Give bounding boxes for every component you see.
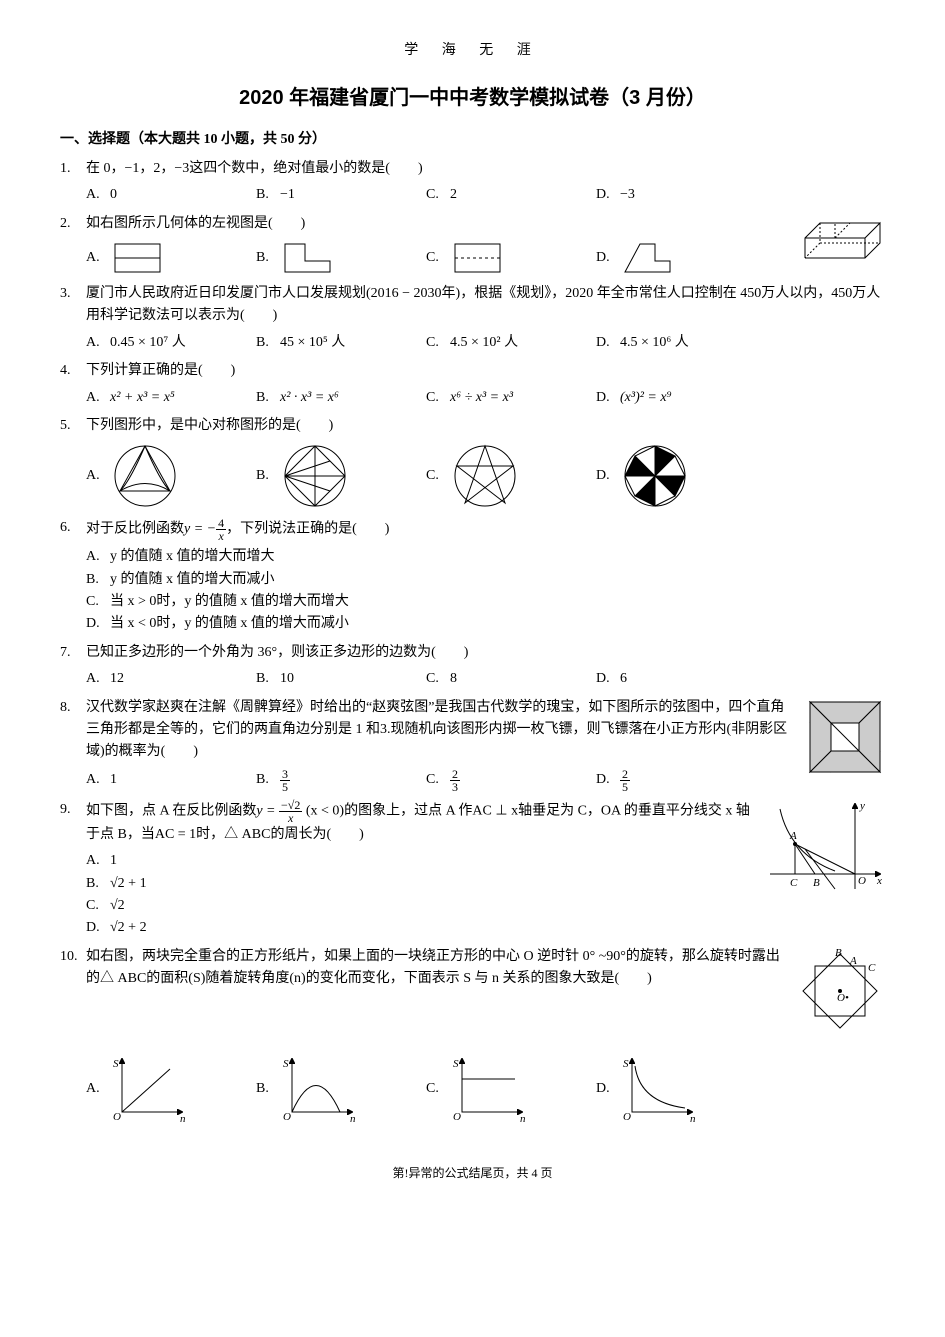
svg-text:n: n xyxy=(350,1113,356,1124)
q10-opt-d: D. SnO xyxy=(596,1054,736,1124)
svg-text:A: A xyxy=(789,830,797,842)
q10-figure-icon: O• A B C xyxy=(795,946,885,1044)
q2-opt-c: C. xyxy=(426,239,566,277)
svg-text:C: C xyxy=(868,962,876,974)
svg-text:O: O xyxy=(113,1111,121,1123)
q5-opt-d: D. xyxy=(596,441,736,511)
svg-text:C: C xyxy=(790,877,798,889)
page-title: 2020 年福建省厦门一中中考数学模拟试卷（3 月份） xyxy=(60,82,885,114)
q5-text: 下列图形中，是中心对称图形的是( ) xyxy=(86,415,885,437)
q7-opt-d: D.6 xyxy=(596,668,736,690)
q4-num: 4. xyxy=(60,360,86,382)
q1-opt-a: A.0 xyxy=(86,184,226,206)
q6-opt-c: C.当 x > 0时，y 的值随 x 值的增大而增大 xyxy=(86,591,885,613)
q1-opt-d: D.−3 xyxy=(596,184,736,206)
question-2: 2. 如右图所示几何体的左视图是( ) A. B. C. D. xyxy=(60,213,885,277)
q8-figure-icon xyxy=(805,697,885,785)
q5-opt-c: C. xyxy=(426,441,566,511)
svg-text:S: S xyxy=(453,1058,459,1070)
q6-num: 6. xyxy=(60,517,86,539)
q4-text: 下列计算正确的是( ) xyxy=(86,360,885,382)
svg-text:y: y xyxy=(859,800,865,812)
question-1: 1. 在 0，−1，2，−3这四个数中，绝对值最小的数是( ) A.0 B.−1… xyxy=(60,158,885,207)
q7-opt-a: A.12 xyxy=(86,668,226,690)
q5-num: 5. xyxy=(60,415,86,437)
q9-num: 9. xyxy=(60,799,86,821)
q8-opt-b: B.35 xyxy=(256,768,396,793)
q3-text: 厦门市人民政府近日印发厦门市人口发展规划(2016 − 2030年)，根据《规划… xyxy=(86,283,885,328)
q8-text: 汉代数学家赵爽在注解《周髀算经》时给出的“赵爽弦图”是我国古代数学的瑰宝，如下图… xyxy=(86,697,885,764)
q9-figure-icon: x y A C B O xyxy=(765,799,885,902)
q7-text: 已知正多边形的一个外角为 36°，则该正多边形的边数为( ) xyxy=(86,642,885,664)
question-10: 10. O• A B C 如右图，两块完全重合的正方形纸片，如果上面的一块绕正方… xyxy=(60,946,885,1124)
q4-opt-b: B.x² · x³ = x⁶ xyxy=(256,387,396,409)
question-3: 3. 厦门市人民政府近日印发厦门市人口发展规划(2016 − 2030年)，根据… xyxy=(60,283,885,354)
q3-opt-a: A.0.45 × 10⁷ 人 xyxy=(86,332,226,354)
svg-text:n: n xyxy=(520,1113,526,1124)
q8-opt-c: C.23 xyxy=(426,768,566,793)
q4-opt-a: A.x² + x³ = x⁵ xyxy=(86,387,226,409)
q7-num: 7. xyxy=(60,642,86,664)
svg-text:n: n xyxy=(690,1113,696,1124)
svg-text:O•: O• xyxy=(837,992,849,1004)
question-5: 5. 下列图形中，是中心对称图形的是( ) A. B. C. D. xyxy=(60,415,885,511)
svg-text:n: n xyxy=(180,1113,186,1124)
svg-text:B: B xyxy=(813,877,820,889)
q1-opt-b: B.−1 xyxy=(256,184,396,206)
q5-opt-b: B. xyxy=(256,441,396,511)
q10-opt-c: C. SnO xyxy=(426,1054,566,1124)
q6-opt-b: B.y 的值随 x 值的增大而减小 xyxy=(86,569,885,591)
q8-opt-a: A.1 xyxy=(86,768,226,793)
question-9: 9. x y A C B O 如下图，点 A 在反比例函数y = −√2x (x… xyxy=(60,799,885,940)
q7-opt-b: B.10 xyxy=(256,668,396,690)
question-6: 6. 对于反比例函数y = −4x，下列说法正确的是( ) A.y 的值随 x … xyxy=(60,517,885,636)
q4-opt-d: D.(x³)² = x⁹ xyxy=(596,387,736,409)
q6-opt-a: A.y 的值随 x 值的增大而增大 xyxy=(86,546,885,568)
svg-text:O: O xyxy=(858,875,866,887)
q6-text: 对于反比例函数y = −4x，下列说法正确的是( ) xyxy=(86,517,885,542)
svg-text:O: O xyxy=(283,1111,291,1123)
question-4: 4. 下列计算正确的是( ) A.x² + x³ = x⁵ B.x² · x³ … xyxy=(60,360,885,409)
q1-opt-c: C.2 xyxy=(426,184,566,206)
svg-text:O: O xyxy=(453,1111,461,1123)
q4-opt-c: C.x⁶ ÷ x³ = x³ xyxy=(426,387,566,409)
q1-num: 1. xyxy=(60,158,86,180)
q9-opt-b: B.√2 + 1 xyxy=(86,873,755,895)
q9-opt-d: D.√2 + 2 xyxy=(86,917,755,939)
q1-text: 在 0，−1，2，−3这四个数中，绝对值最小的数是( ) xyxy=(86,158,885,180)
q7-opt-c: C.8 xyxy=(426,668,566,690)
q10-opt-a: A. SnO xyxy=(86,1054,226,1124)
header-motto: 学 海 无 涯 xyxy=(60,40,885,62)
q2-opt-b: B. xyxy=(256,239,396,277)
q2-opt-d: D. xyxy=(596,239,736,277)
page-footer: 第!异常的公式结尾页，共 4 页 xyxy=(60,1164,885,1183)
svg-text:B: B xyxy=(835,947,842,959)
question-7: 7. 已知正多边形的一个外角为 36°，则该正多边形的边数为( ) A.12 B… xyxy=(60,642,885,691)
q2-solid-icon xyxy=(795,213,885,276)
question-8: 8. 汉代数学家赵爽在注解《周髀算经》时给出的“赵爽弦图”是我国古代数学的瑰宝，… xyxy=(60,697,885,793)
svg-text:S: S xyxy=(283,1058,289,1070)
svg-text:x: x xyxy=(876,875,882,887)
q8-opt-d: D.25 xyxy=(596,768,736,793)
svg-text:O: O xyxy=(623,1111,631,1123)
q8-num: 8. xyxy=(60,697,86,719)
svg-text:S: S xyxy=(623,1058,629,1070)
q3-opt-b: B.45 × 10⁵ 人 xyxy=(256,332,396,354)
q10-num: 10. xyxy=(60,946,86,968)
q9-opt-a: A.1 xyxy=(86,850,755,872)
q10-opt-b: B. SnO xyxy=(256,1054,396,1124)
q5-opt-a: A. xyxy=(86,441,226,511)
q6-opt-d: D.当 x < 0时，y 的值随 x 值的增大而减小 xyxy=(86,613,885,635)
q3-opt-c: C.4.5 × 10² 人 xyxy=(426,332,566,354)
section-header: 一、选择题（本大题共 10 小题，共 50 分） xyxy=(60,129,885,151)
q3-num: 3. xyxy=(60,283,86,305)
svg-text:S: S xyxy=(113,1058,119,1070)
q10-text: 如右图，两块完全重合的正方形纸片，如果上面的一块绕正方形的中心 O 逆时针 0°… xyxy=(86,946,885,991)
q2-text: 如右图所示几何体的左视图是( ) xyxy=(86,213,885,235)
q9-opt-c: C.√2 xyxy=(86,895,755,917)
q2-opt-a: A. xyxy=(86,239,226,277)
svg-text:A: A xyxy=(849,955,857,967)
q2-num: 2. xyxy=(60,213,86,235)
q3-opt-d: D.4.5 × 10⁶ 人 xyxy=(596,332,736,354)
